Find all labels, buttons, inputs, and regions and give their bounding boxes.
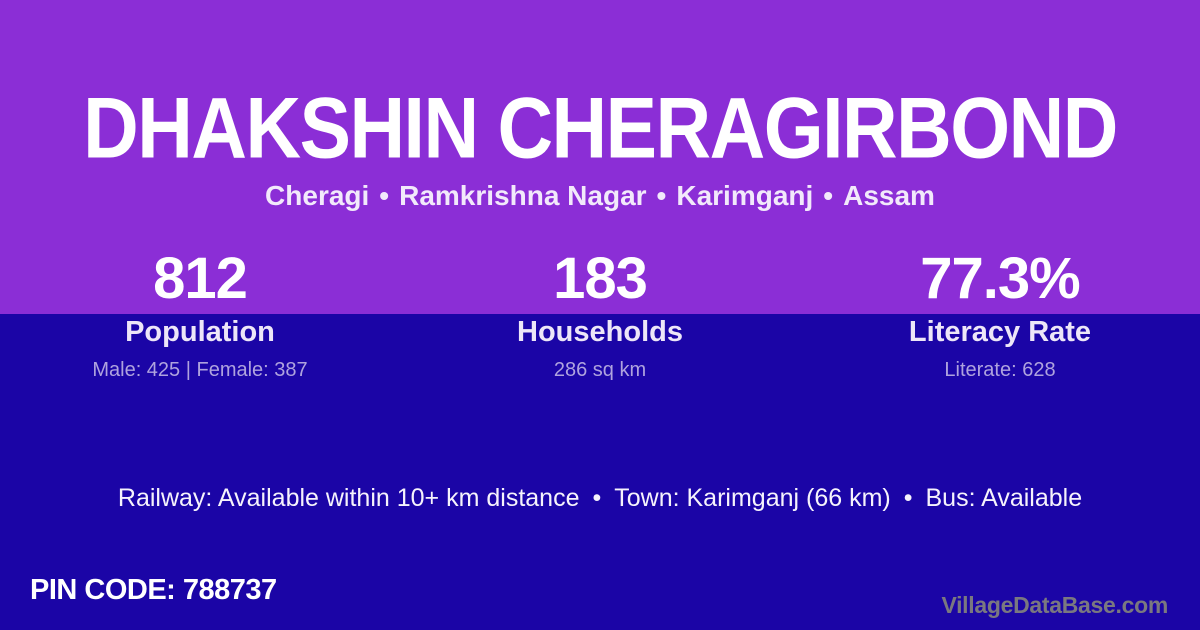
bullet-separator: • [379, 180, 390, 211]
breadcrumb-item-district: Karimganj [676, 180, 814, 211]
stat-literacy: 77.3% Literacy Rate Literate: 628 [800, 246, 1200, 382]
households-label: Households [517, 316, 683, 348]
stat-households: 183 Households 286 sq km [400, 246, 800, 382]
village-title: DHAKSHIN CHERAGIRBOND [83, 80, 1118, 177]
area-value: 286 sq km [553, 359, 647, 381]
bullet-separator: • [656, 180, 667, 211]
bullet-separator: • [592, 484, 602, 512]
population-breakdown: Male: 425 | Female: 387 [92, 359, 308, 381]
railway-info: Railway: Available within 10+ km distanc… [117, 484, 580, 512]
population-value: 812 [153, 246, 248, 311]
pin-code: PIN CODE: 788737 [30, 574, 277, 607]
stats-row: 812 Population Male: 425 | Female: 387 1… [0, 246, 1200, 382]
site-watermark: VillageDataBase.com [941, 592, 1168, 618]
town-info: Town: Karimganj (66 km) [614, 484, 891, 512]
transport-info-line: Railway: Available within 10+ km distanc… [0, 484, 1200, 513]
households-value: 183 [553, 246, 648, 311]
literacy-label: Literacy Rate [908, 316, 1092, 348]
bus-info: Bus: Available [925, 484, 1083, 512]
literate-count: Literate: 628 [944, 359, 1056, 381]
breadcrumb-item-gram-panchayat: Cheragi [265, 180, 370, 211]
breadcrumb: Cheragi • Ramkrishna Nagar • Karimganj • Assam [0, 180, 1200, 212]
breadcrumb-item-block: Ramkrishna Nagar [399, 180, 647, 211]
stat-population: 812 Population Male: 425 | Female: 387 [0, 246, 400, 382]
bullet-separator: • [823, 180, 834, 211]
breadcrumb-item-state: Assam [843, 180, 935, 211]
population-label: Population [125, 316, 275, 348]
bullet-separator: • [903, 484, 913, 512]
literacy-value: 77.3% [920, 246, 1080, 311]
pin-code-label: PIN CODE: [30, 574, 176, 606]
pin-code-value: 788737 [182, 574, 277, 606]
